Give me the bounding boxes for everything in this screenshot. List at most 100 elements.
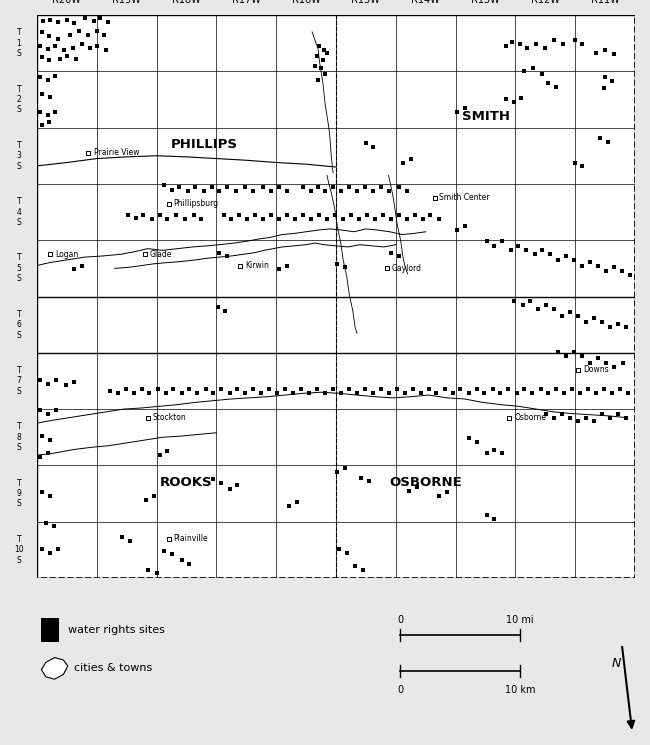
Point [42, 42, 53, 54]
Point [566, 411, 576, 423]
Point [580, 316, 591, 328]
Point [361, 137, 371, 149]
Point [35, 451, 46, 463]
Point [123, 209, 133, 221]
Point [185, 558, 195, 570]
Point [216, 478, 226, 489]
Point [404, 485, 414, 497]
Point [378, 209, 388, 221]
Polygon shape [42, 658, 68, 679]
Point [384, 185, 394, 197]
Point [573, 416, 584, 428]
Point [368, 142, 378, 153]
Point [335, 387, 346, 399]
Point [509, 96, 519, 108]
Point [216, 384, 226, 396]
Point [153, 384, 163, 396]
Text: N: N [611, 656, 621, 670]
Point [69, 264, 79, 276]
Point [460, 221, 470, 232]
Point [166, 548, 177, 560]
Point [234, 209, 244, 221]
Point [125, 536, 135, 548]
Point [557, 408, 567, 419]
Point [580, 411, 591, 423]
Point [567, 384, 577, 396]
Point [599, 384, 609, 396]
Point [42, 447, 53, 459]
Point [603, 136, 614, 148]
Point [585, 256, 595, 267]
Text: Kirwin: Kirwin [245, 261, 269, 270]
Point [566, 306, 576, 318]
Point [35, 40, 46, 52]
Point [248, 185, 259, 197]
Point [162, 213, 172, 225]
Point [577, 160, 588, 172]
Point [45, 547, 55, 559]
Point [533, 303, 543, 315]
Point [69, 17, 79, 29]
Point [497, 235, 508, 247]
Point [101, 44, 111, 56]
Point [471, 384, 482, 396]
Point [447, 387, 458, 399]
Point [528, 63, 539, 74]
Point [398, 156, 408, 168]
Point [416, 387, 426, 399]
Text: 0: 0 [397, 615, 403, 625]
Point [368, 185, 378, 197]
Point [549, 411, 560, 423]
Point [36, 430, 47, 442]
Point [575, 387, 585, 399]
Point [386, 213, 396, 225]
Point [488, 384, 498, 396]
Point [358, 564, 368, 576]
Text: 0: 0 [397, 685, 403, 695]
Point [95, 12, 105, 24]
Point [577, 38, 588, 50]
Point [38, 15, 48, 27]
Text: Gaylord: Gaylord [391, 264, 422, 273]
Point [44, 54, 54, 66]
Point [147, 213, 157, 225]
Point [607, 387, 618, 399]
Point [507, 36, 517, 48]
Point [410, 209, 420, 221]
Point [235, 259, 246, 271]
Point [352, 185, 362, 197]
Point [411, 481, 422, 492]
Point [509, 295, 519, 307]
Point [83, 147, 93, 159]
Point [50, 70, 60, 82]
Point [577, 259, 588, 271]
Point [338, 213, 348, 225]
Point [501, 93, 512, 105]
Point [561, 250, 571, 262]
Point [99, 29, 109, 41]
Point [543, 387, 554, 399]
Point [214, 185, 225, 197]
Point [71, 53, 81, 65]
Point [394, 181, 404, 193]
Point [161, 387, 171, 399]
Point [506, 244, 516, 256]
Point [441, 486, 452, 498]
Point [604, 322, 615, 334]
Point [266, 185, 277, 197]
Point [517, 299, 528, 311]
Point [242, 213, 253, 225]
Point [288, 387, 298, 399]
Point [430, 192, 440, 204]
Point [417, 213, 428, 225]
Point [482, 235, 492, 247]
Point [304, 387, 315, 399]
Text: R14W: R14W [411, 0, 440, 5]
Point [313, 181, 323, 193]
Point [42, 378, 53, 390]
Point [623, 387, 633, 399]
Point [256, 387, 266, 399]
Point [266, 209, 277, 221]
Point [35, 71, 46, 83]
Point [148, 490, 159, 502]
